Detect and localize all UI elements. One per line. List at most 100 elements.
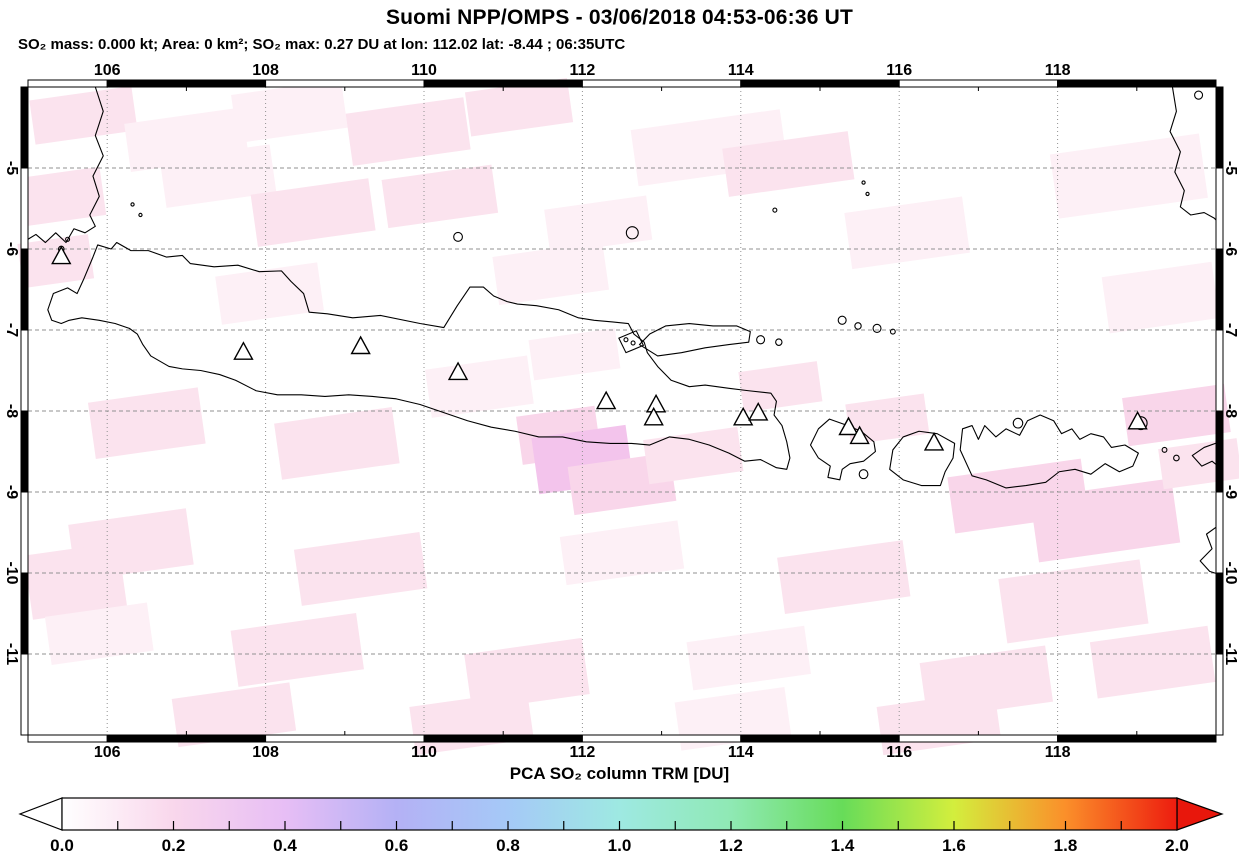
so2-patch xyxy=(23,542,128,620)
colorbar-left-arrow xyxy=(18,797,63,831)
colorbar xyxy=(18,797,1224,831)
island-komodo-1 xyxy=(1162,447,1167,452)
border-segment-bottom xyxy=(106,734,267,743)
coastline-madura xyxy=(639,324,750,356)
volcano-triangle-marker xyxy=(643,406,664,426)
border-segment-top xyxy=(581,79,742,88)
lon-tick-label-bottom: 112 xyxy=(569,744,596,761)
lon-tick-label-bottom: 114 xyxy=(727,744,754,761)
border-segment-right xyxy=(1215,167,1224,250)
surabaya-dot-2 xyxy=(631,341,635,345)
island-masalembu-1 xyxy=(773,208,777,212)
border-segment-top xyxy=(106,79,267,88)
so2-patch xyxy=(464,637,590,711)
island-masalembu-2 xyxy=(862,181,865,184)
lon-tick-label-top: 108 xyxy=(252,62,279,79)
so2-patch xyxy=(738,361,823,413)
volcano-markers-layer xyxy=(51,245,1148,451)
volcano-triangle-marker xyxy=(350,335,371,355)
volcano-triangle-marker xyxy=(748,401,769,421)
lat-tick-label-right: -6 xyxy=(1222,241,1239,257)
lon-tick-label-bottom: 116 xyxy=(886,744,913,761)
colorbar-title: PCA SO₂ column TRM [DU] xyxy=(509,764,730,783)
so2-patch xyxy=(1049,133,1208,219)
so2-patch xyxy=(159,144,277,208)
border-segment-top xyxy=(27,79,108,88)
coastline-sumatra-tip xyxy=(28,87,103,243)
so2-patch xyxy=(215,262,324,325)
lon-tick-label-bottom: 118 xyxy=(1044,744,1071,761)
border-segment-right xyxy=(1215,572,1224,655)
so2-patch xyxy=(559,520,685,586)
lon-tick-label-top: 116 xyxy=(886,62,913,79)
island-corner-ne xyxy=(1195,91,1203,99)
border-segment-top xyxy=(898,79,1059,88)
lat-tick-label-left: -7 xyxy=(3,322,20,338)
border-segment-left xyxy=(20,167,29,250)
island-sapudi xyxy=(757,336,765,344)
lat-tick-label-left: -5 xyxy=(3,160,20,176)
lat-tick-label-left: -11 xyxy=(3,642,20,666)
coastlines-layer xyxy=(28,87,1220,575)
so2-patch xyxy=(293,532,428,606)
so2-patch xyxy=(381,164,499,229)
colorbar-tick-label: 0.8 xyxy=(496,836,520,855)
coastline-java xyxy=(48,243,790,470)
volcano-triangle-marker xyxy=(732,406,754,426)
lat-tick-label-left: -8 xyxy=(3,403,20,419)
map-neatline-border xyxy=(20,79,1224,743)
so2-patch xyxy=(171,682,297,748)
so2-patch xyxy=(29,86,138,145)
island-kangean-1 xyxy=(838,316,846,324)
island-sebesi xyxy=(66,237,70,241)
colorbar-tick-label: 1.0 xyxy=(607,836,632,855)
so2-patch xyxy=(274,407,400,480)
volcano-triangle-marker xyxy=(595,390,617,410)
lat-tick-label-right: -11 xyxy=(1222,642,1239,666)
so2-patch xyxy=(345,97,471,166)
volcano-triangle-marker xyxy=(923,431,945,451)
island-bawean xyxy=(626,227,638,239)
border-segment-bottom xyxy=(898,734,1059,743)
island-thousand-1 xyxy=(131,203,134,206)
lat-tick-label-right: -9 xyxy=(1222,484,1239,500)
so2-patch xyxy=(1089,625,1216,699)
colorbar-tick-label: 2.0 xyxy=(1165,836,1189,855)
so2-patch xyxy=(231,79,348,144)
border-segment-left xyxy=(20,86,29,169)
lon-tick-label-top: 112 xyxy=(569,62,596,79)
so2-patch xyxy=(1030,478,1181,563)
lon-tick-label-top: 106 xyxy=(93,62,121,79)
so2-patch xyxy=(722,131,855,197)
lat-tick-label-right: -5 xyxy=(1222,160,1239,176)
so2-patch xyxy=(21,166,107,226)
lat-tick-label-left: -6 xyxy=(3,241,20,257)
lon-tick-label-top: 114 xyxy=(727,62,754,79)
lat-tick-label-right: -7 xyxy=(1222,322,1239,338)
lat-tick-label-right: -8 xyxy=(1222,403,1239,419)
lon-tick-label-top: 118 xyxy=(1044,62,1071,79)
border-segment-right xyxy=(1215,653,1224,736)
so2-patch xyxy=(464,78,574,137)
island-thousand-2 xyxy=(139,213,142,216)
so2-patch xyxy=(686,625,811,691)
graticule-gridlines xyxy=(28,87,1216,735)
colorbar-tick-label: 1.6 xyxy=(942,836,966,855)
plot-frame xyxy=(27,86,1217,736)
so2-swath-patches xyxy=(17,78,1239,756)
border-segment-bottom xyxy=(1057,734,1217,743)
colorbar-tick-label: 1.2 xyxy=(719,836,743,855)
border-segment-top xyxy=(265,79,425,88)
so2-stats-line: SO₂ mass: 0.000 kt; Area: 0 km²; SO₂ max… xyxy=(18,36,626,53)
border-segment-bottom xyxy=(265,734,425,743)
border-segment-top xyxy=(423,79,583,88)
island-kangean-2 xyxy=(855,323,861,329)
volcano-triangle-marker xyxy=(1127,410,1148,430)
border-segment-top xyxy=(740,79,900,88)
colorbar-minor-ticks xyxy=(117,821,1122,830)
so2-patch xyxy=(777,540,911,614)
so2-patch xyxy=(87,387,206,459)
so2-patch xyxy=(844,196,970,270)
border-segment-bottom xyxy=(423,734,583,743)
